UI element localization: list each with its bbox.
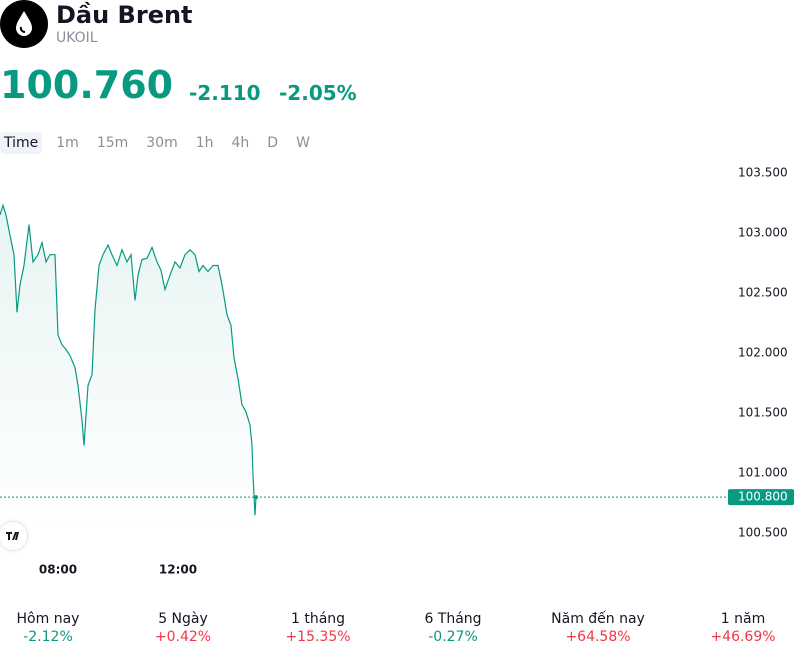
tv-logo-bg	[0, 522, 27, 550]
drop-icon	[16, 11, 32, 36]
timeframe-button[interactable]: D	[267, 135, 279, 151]
performance-value: +15.35%	[285, 629, 351, 645]
performance-item[interactable]: 5 Ngày +0.42%	[118, 611, 248, 645]
performance-item[interactable]: 1 tháng +15.35%	[253, 611, 383, 645]
y-tick-label: 102.000	[738, 346, 788, 360]
performance-value: -2.12%	[23, 629, 73, 645]
last-price-label: 100.800	[738, 490, 788, 504]
timeframe-button[interactable]: 4h	[231, 135, 250, 151]
area-fill	[0, 205, 256, 530]
price: 100.760	[0, 63, 174, 107]
timeframe-button[interactable]: W	[296, 135, 310, 151]
performance-item[interactable]: Năm đến nay +64.58%	[533, 611, 663, 645]
price-line	[0, 203, 257, 516]
y-tick-label: 100.500	[738, 526, 788, 540]
timeframe-button[interactable]: 15m	[96, 135, 129, 151]
performance-item[interactable]: 1 năm +46.69%	[678, 611, 800, 645]
performance-label: 5 Ngày	[158, 611, 208, 627]
drop-highlight	[19, 26, 26, 33]
performance-value: +0.42%	[154, 629, 212, 645]
title: Dầu Brent	[56, 1, 193, 29]
performance-value: +46.69%	[710, 629, 776, 645]
performance-label: 1 tháng	[290, 611, 346, 627]
timeframe-button[interactable]: 30m	[146, 135, 178, 151]
performance-label: 6 Tháng	[424, 611, 482, 627]
performance-value: +64.58%	[565, 629, 631, 645]
y-tick-label: 103.500	[738, 166, 788, 180]
y-tick-label: 103.000	[738, 226, 788, 240]
y-tick-label: 101.500	[738, 406, 788, 420]
timeframes: Time 1m 15m 30m 1h 4h D W	[0, 132, 324, 154]
last-price-tag	[728, 489, 794, 506]
change-percent: -2.05%	[279, 81, 357, 105]
timeframe-button[interactable]: 1m	[56, 135, 79, 151]
x-tick-label: 08:00	[39, 563, 77, 577]
performance-label: Năm đến nay	[551, 611, 645, 627]
change: -2.110	[189, 81, 261, 105]
performance-label: Hôm nay	[16, 611, 80, 627]
performance-value: -0.27%	[428, 629, 478, 645]
timeframe-button[interactable]: Time	[0, 132, 43, 154]
performance-item[interactable]: Hôm nay -2.12%	[0, 611, 113, 645]
timeframe-button[interactable]: 1h	[195, 135, 214, 151]
performance-item[interactable]: 6 Tháng -0.27%	[388, 611, 518, 645]
tv-logo	[6, 532, 19, 540]
y-tick-label: 101.000	[738, 466, 788, 480]
x-tick-label: 12:00	[159, 563, 197, 577]
performance-label: 1 năm	[720, 611, 766, 627]
y-tick-label: 102.500	[738, 286, 788, 300]
symbol: UKOIL	[56, 30, 98, 46]
